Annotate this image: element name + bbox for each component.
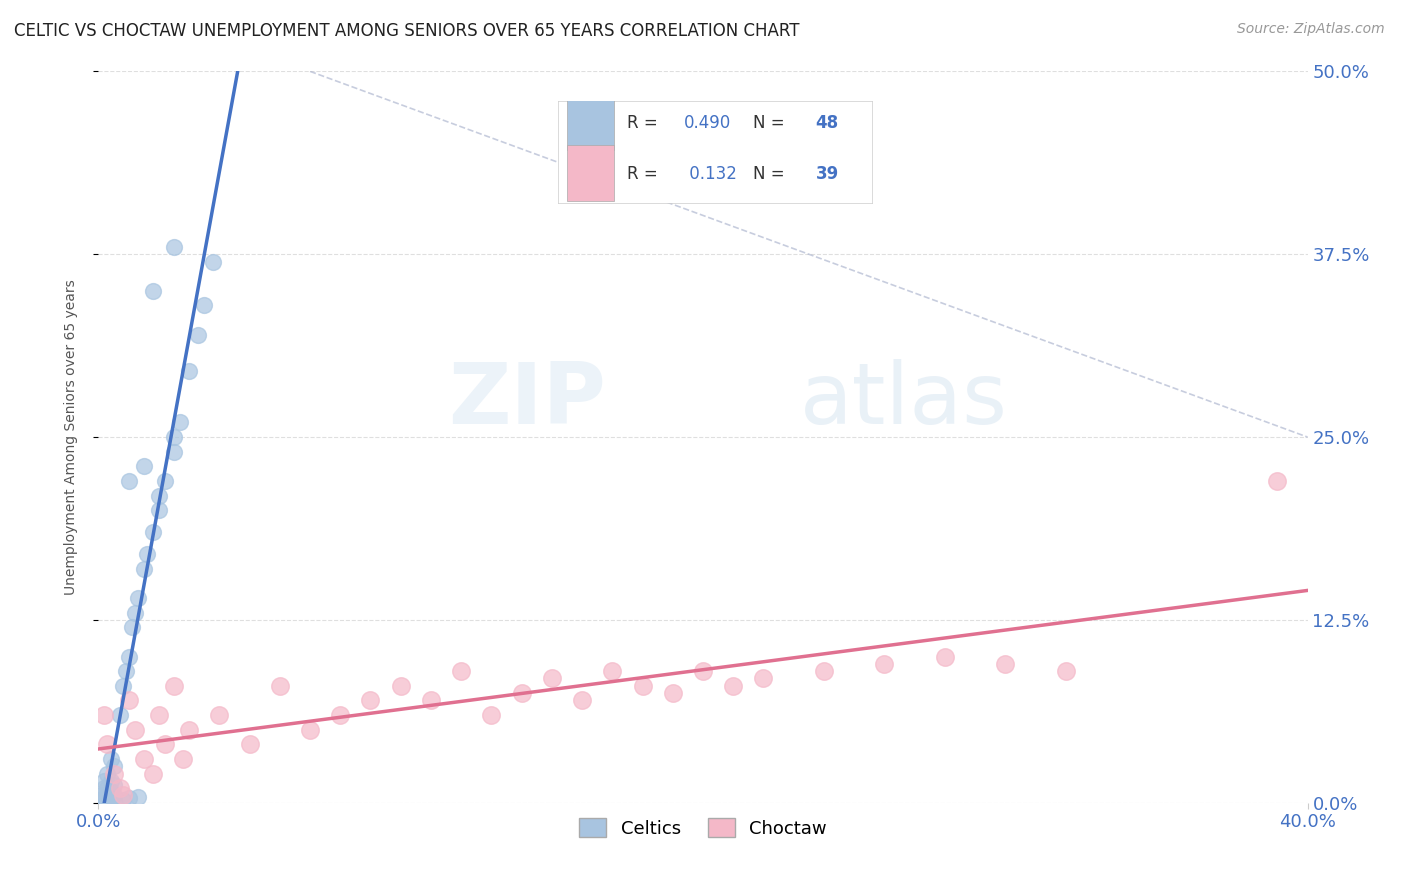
Point <box>93 708 115 723</box>
Point <box>100 784 122 798</box>
Point <box>93 791 115 805</box>
Point <box>114 664 136 678</box>
Point <box>132 562 155 576</box>
Point <box>90 789 112 803</box>
Text: Source: ZipAtlas.com: Source: ZipAtlas.com <box>1237 22 1385 37</box>
Point <box>103 794 125 808</box>
Point <box>100 794 122 808</box>
Point <box>179 723 201 737</box>
Point <box>118 791 141 805</box>
Point <box>450 664 472 678</box>
Point <box>299 723 322 737</box>
Point <box>135 547 157 561</box>
Point <box>873 657 896 671</box>
Point <box>100 752 122 766</box>
Point <box>163 240 186 254</box>
Point <box>723 679 745 693</box>
Point <box>571 693 593 707</box>
Point <box>420 693 443 707</box>
Point <box>96 766 118 780</box>
Point <box>111 793 134 807</box>
Point <box>148 489 170 503</box>
Point <box>132 752 155 766</box>
Point <box>148 503 170 517</box>
Point <box>111 789 134 803</box>
Point <box>1054 664 1077 678</box>
Point <box>127 789 149 804</box>
Point <box>100 791 122 805</box>
Point <box>202 254 225 268</box>
Point <box>269 679 291 693</box>
Point <box>934 649 956 664</box>
Point <box>752 672 775 686</box>
Point <box>108 708 131 723</box>
Point <box>208 708 231 723</box>
Point <box>132 459 155 474</box>
Text: CELTIC VS CHOCTAW UNEMPLOYMENT AMONG SENIORS OVER 65 YEARS CORRELATION CHART: CELTIC VS CHOCTAW UNEMPLOYMENT AMONG SEN… <box>14 22 800 40</box>
Point <box>631 679 654 693</box>
Point <box>93 781 115 796</box>
Point <box>163 679 186 693</box>
Point <box>96 781 118 796</box>
Point <box>118 649 141 664</box>
Point <box>153 737 176 751</box>
Point <box>103 759 125 773</box>
Legend: Celtics, Choctaw: Celtics, Choctaw <box>572 811 834 845</box>
Point <box>142 284 165 298</box>
Point <box>540 672 562 686</box>
Point <box>148 708 170 723</box>
Point <box>96 793 118 807</box>
Point <box>108 781 131 796</box>
Point <box>813 664 835 678</box>
Point <box>239 737 262 751</box>
Point <box>179 364 201 378</box>
Text: atlas: atlas <box>800 359 1008 442</box>
Point <box>153 474 176 488</box>
Point <box>329 708 352 723</box>
Point <box>169 416 191 430</box>
Point <box>163 430 186 444</box>
Point <box>187 327 209 342</box>
Point <box>118 474 141 488</box>
Point <box>142 525 165 540</box>
Point <box>100 773 122 788</box>
Point <box>163 444 186 458</box>
Point <box>96 789 118 803</box>
Point <box>96 794 118 808</box>
Text: ZIP: ZIP <box>449 359 606 442</box>
Point <box>96 737 118 751</box>
Point <box>193 298 215 312</box>
Point <box>360 693 382 707</box>
Point <box>602 664 624 678</box>
Point <box>481 708 503 723</box>
Point <box>994 657 1017 671</box>
Point <box>510 686 533 700</box>
Point <box>142 766 165 780</box>
Point <box>124 723 146 737</box>
Point <box>118 693 141 707</box>
Point <box>121 620 143 634</box>
Point <box>103 778 125 792</box>
Point <box>172 752 194 766</box>
Point <box>96 794 118 808</box>
Point <box>1267 474 1289 488</box>
Point <box>692 664 714 678</box>
Point <box>93 773 115 788</box>
Point <box>127 591 149 605</box>
Point <box>111 679 134 693</box>
Point <box>124 606 146 620</box>
Point <box>103 789 125 803</box>
Point <box>103 766 125 780</box>
Point <box>389 679 412 693</box>
Y-axis label: Unemployment Among Seniors over 65 years: Unemployment Among Seniors over 65 years <box>63 279 77 595</box>
Point <box>90 793 112 807</box>
Point <box>661 686 683 700</box>
